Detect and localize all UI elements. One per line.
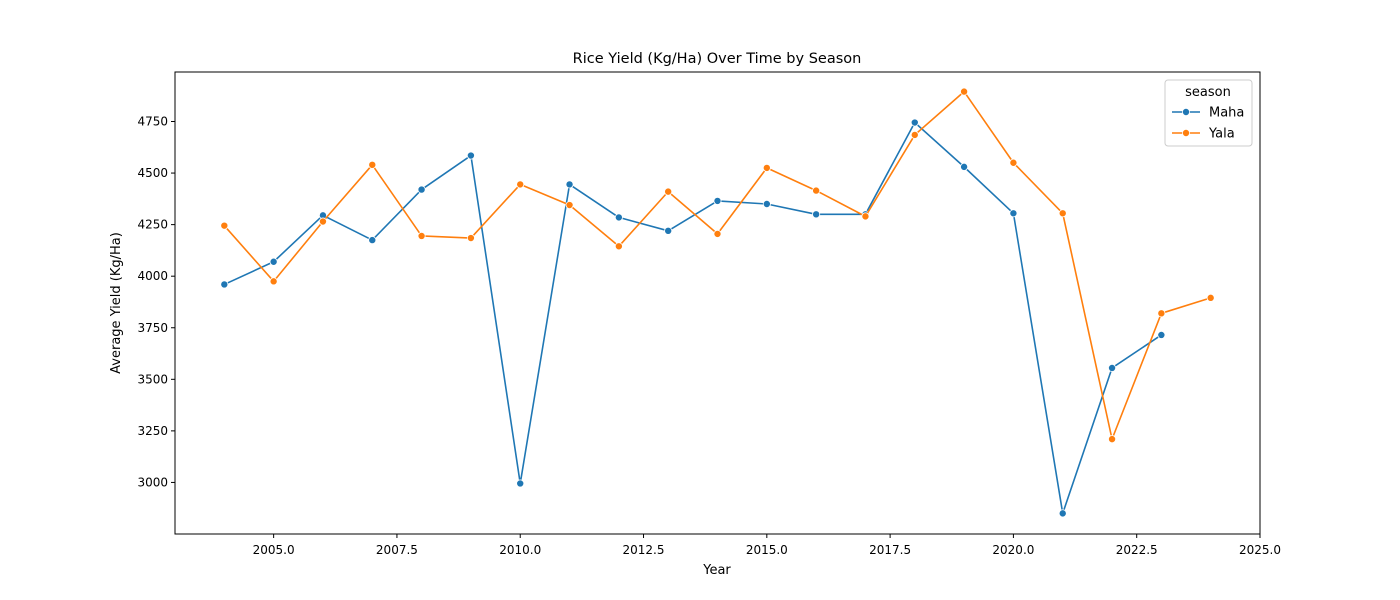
data-point-maha	[713, 196, 722, 205]
data-point-yala	[318, 217, 327, 226]
x-axis: 2005.0 2007.5 2010.0 2012.5 2015.0 2017.5 2020…	[253, 534, 1281, 557]
data-point-yala	[269, 277, 278, 286]
x-tick-label: 2022.5	[1116, 543, 1158, 557]
y-tick-label: 3000	[137, 475, 168, 489]
data-point-yala	[1108, 435, 1117, 444]
data-point-maha	[466, 151, 475, 160]
data-point-maha	[1009, 209, 1018, 218]
data-point-maha	[417, 185, 426, 194]
data-point-maha	[762, 199, 771, 208]
data-point-yala	[960, 87, 969, 96]
data-point-maha	[664, 226, 673, 235]
y-axis: 3000 3250 3500 3750 4000 4250 4500 4750	[137, 115, 175, 489]
x-tick-label: 2015.0	[746, 543, 788, 557]
data-point-yala	[713, 229, 722, 238]
x-tick-label: 2007.5	[376, 543, 418, 557]
data-point-yala	[516, 180, 525, 189]
data-point-yala	[1058, 209, 1067, 218]
plot-series	[220, 87, 1215, 518]
x-axis-label: Year	[702, 563, 731, 578]
data-point-yala	[1157, 309, 1166, 318]
data-point-maha	[269, 257, 278, 266]
data-point-maha	[812, 210, 821, 219]
data-point-yala	[762, 163, 771, 172]
data-point-yala	[417, 231, 426, 240]
data-point-maha	[220, 280, 229, 289]
data-point-yala	[1009, 158, 1018, 167]
data-point-maha	[960, 162, 969, 171]
data-point-maha	[614, 213, 623, 222]
x-tick-label: 2010.0	[499, 543, 541, 557]
y-tick-label: 3500	[137, 372, 168, 386]
legend-marker-yala	[1182, 128, 1191, 137]
data-point-yala	[812, 186, 821, 195]
x-tick-label: 2020.0	[992, 543, 1034, 557]
legend: season Maha Yala	[1164, 79, 1253, 147]
series-line-maha	[223, 121, 1162, 515]
y-tick-label: 4250	[137, 218, 168, 232]
legend-label-yala: Yala	[1208, 127, 1235, 142]
y-tick-label: 4500	[137, 166, 168, 180]
data-point-yala	[861, 212, 870, 221]
y-tick-label: 4750	[137, 115, 168, 129]
y-axis-label: Average Yield (Kg/Ha)	[109, 232, 124, 374]
data-point-yala	[614, 242, 623, 251]
x-tick-label: 2017.5	[869, 543, 911, 557]
data-point-yala	[466, 234, 475, 243]
data-point-maha	[516, 479, 525, 488]
y-tick-label: 4000	[137, 269, 168, 283]
data-point-maha	[1157, 330, 1166, 339]
plot-frame	[174, 71, 1261, 535]
x-tick-label: 2012.5	[623, 543, 665, 557]
data-point-maha	[1058, 509, 1067, 518]
y-tick-label: 3250	[137, 424, 168, 438]
legend-title: season	[1185, 85, 1231, 100]
data-point-maha	[368, 236, 377, 245]
data-point-maha	[565, 180, 574, 189]
x-tick-label: 2005.0	[253, 543, 295, 557]
data-point-yala	[565, 201, 574, 210]
chart-title: Rice Yield (Kg/Ha) Over Time by Season	[573, 51, 862, 67]
y-tick-label: 3750	[137, 321, 168, 335]
data-point-yala	[220, 221, 229, 230]
data-point-maha	[910, 118, 919, 127]
legend-label-maha: Maha	[1209, 106, 1244, 121]
data-point-yala	[1206, 293, 1215, 302]
data-point-maha	[1108, 363, 1117, 372]
legend-items: Maha Yala	[1172, 106, 1244, 142]
x-tick-label: 2025.0	[1239, 543, 1281, 557]
data-point-yala	[910, 130, 919, 139]
data-point-yala	[664, 187, 673, 196]
legend-marker-maha	[1182, 108, 1191, 117]
data-point-yala	[368, 160, 377, 169]
